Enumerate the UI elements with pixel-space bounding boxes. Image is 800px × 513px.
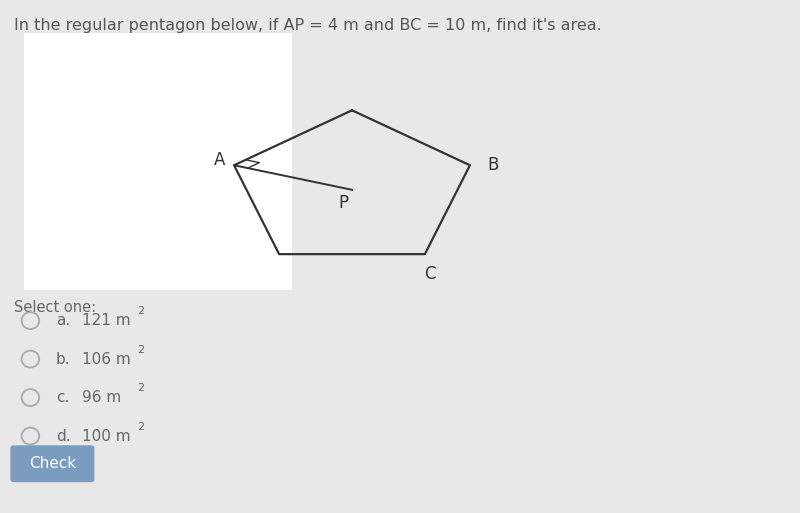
Text: 2: 2 bbox=[137, 306, 144, 317]
Text: 121 m: 121 m bbox=[82, 313, 136, 328]
Text: Select one:: Select one: bbox=[14, 300, 97, 315]
Text: b.: b. bbox=[56, 351, 70, 367]
Text: 2: 2 bbox=[137, 383, 144, 393]
Text: d.: d. bbox=[56, 428, 70, 444]
Text: 100 m: 100 m bbox=[82, 428, 136, 444]
Text: In the regular pentagon below, if AP = 4 m and BC = 10 m, find it's area.: In the regular pentagon below, if AP = 4… bbox=[14, 18, 602, 33]
Text: c.: c. bbox=[56, 390, 70, 405]
Text: A: A bbox=[214, 151, 226, 169]
Text: 2: 2 bbox=[137, 345, 144, 355]
FancyBboxPatch shape bbox=[10, 445, 94, 482]
Text: C: C bbox=[425, 265, 436, 283]
Text: B: B bbox=[487, 156, 499, 174]
FancyBboxPatch shape bbox=[24, 33, 292, 290]
Text: P: P bbox=[338, 194, 348, 212]
Text: Check: Check bbox=[29, 456, 76, 471]
Text: 106 m: 106 m bbox=[82, 351, 136, 367]
Text: 2: 2 bbox=[137, 422, 144, 432]
Text: 96 m: 96 m bbox=[82, 390, 126, 405]
Text: a.: a. bbox=[56, 313, 70, 328]
